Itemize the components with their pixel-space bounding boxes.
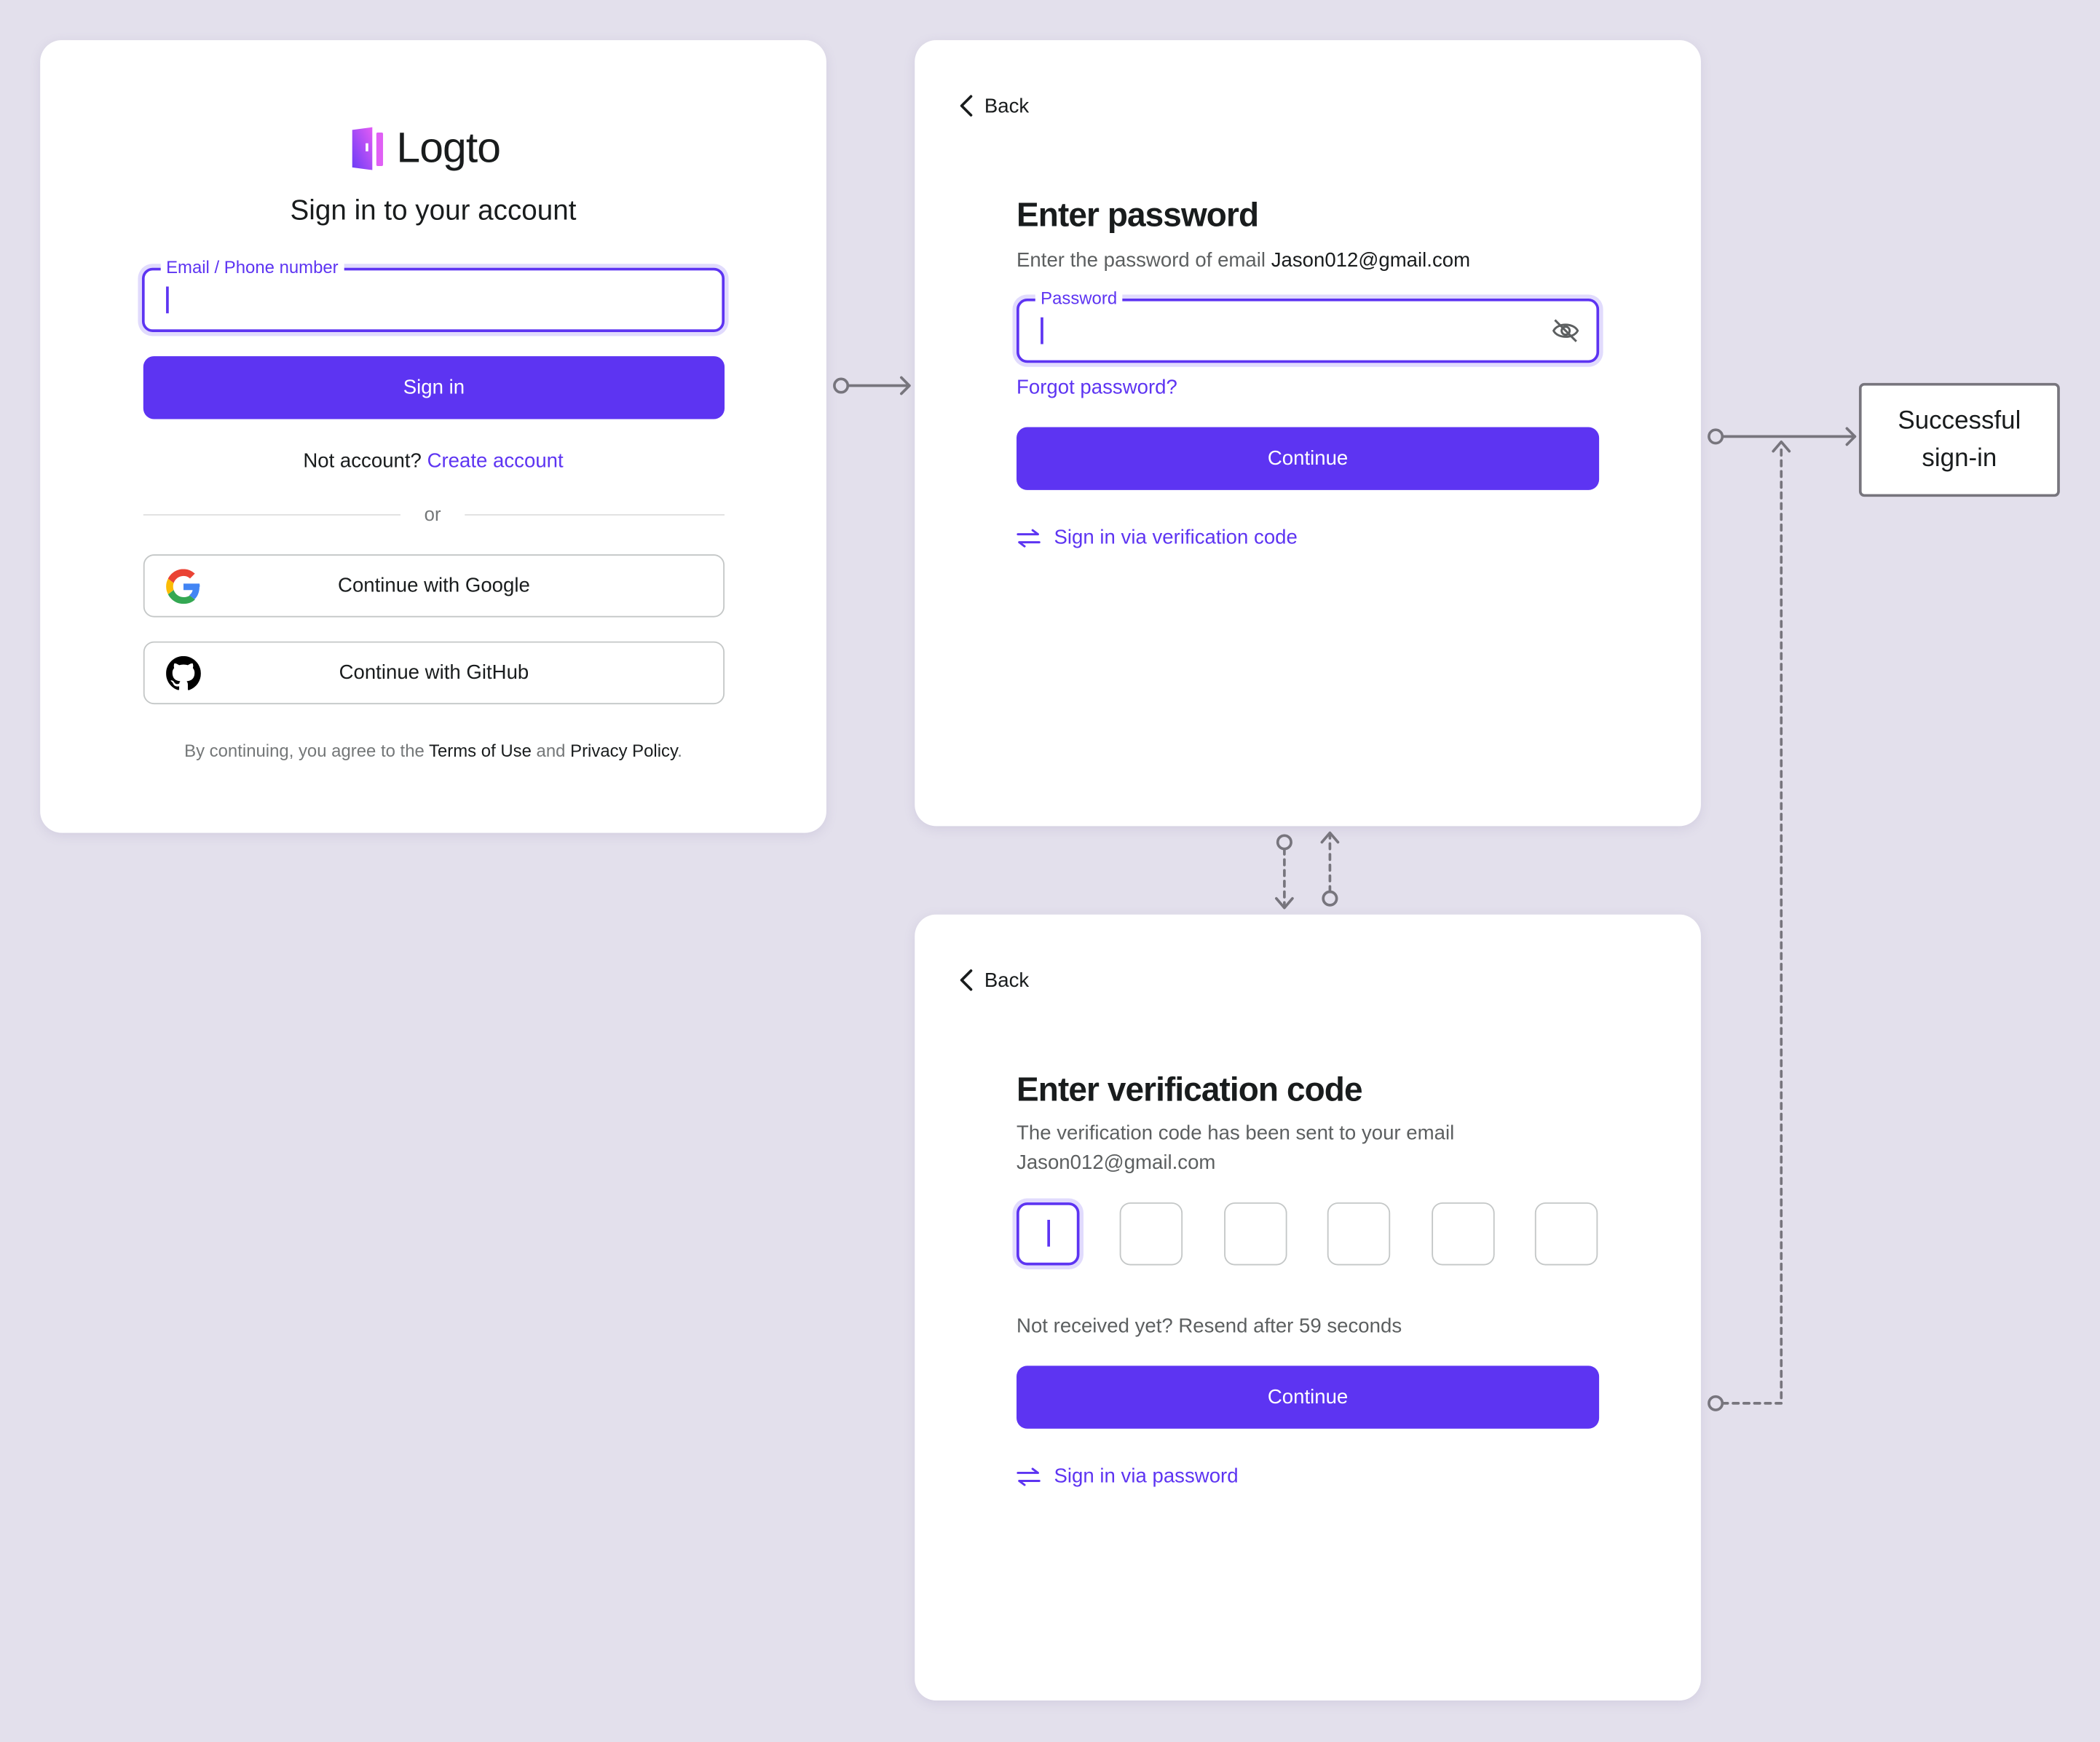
code-digit-input[interactable] <box>1534 1202 1598 1266</box>
privacy-policy-link[interactable]: Privacy Policy <box>570 740 678 761</box>
forgot-password-link[interactable]: Forgot password? <box>1017 376 1177 399</box>
signin-button[interactable]: Sign in <box>143 356 725 419</box>
logo-text: Logto <box>396 123 501 172</box>
google-button-label: Continue with Google <box>338 574 530 598</box>
back-label: Back <box>984 94 1030 117</box>
subtitle-email: Jason012@gmail.com <box>1271 248 1471 272</box>
text-caret <box>1041 317 1043 344</box>
connector-verification-to-success <box>1708 440 1791 1411</box>
success-line1: Successful <box>1898 406 2021 435</box>
chevron-left-icon <box>960 969 973 991</box>
password-card: Back Enter password Enter the password o… <box>915 40 1701 827</box>
code-digit-input[interactable] <box>1327 1202 1391 1266</box>
divider-right <box>465 514 725 516</box>
success-line2: sign-in <box>1922 444 1997 473</box>
code-digit-input[interactable] <box>1224 1202 1287 1266</box>
logto-logo-icon <box>352 126 384 170</box>
page-title: Sign in to your account <box>290 195 577 226</box>
switch-label: Sign in via password <box>1054 1465 1239 1488</box>
identifier-input[interactable]: Email / Phone number <box>141 257 725 332</box>
code-digit-input[interactable] <box>1432 1202 1495 1266</box>
connector-password-to-verification <box>1275 834 1294 910</box>
success-box: Successful sign-in <box>1858 382 2060 497</box>
subtitle-email: Jason012@gmail.com <box>1017 1151 1216 1175</box>
code-digit-input[interactable] <box>1119 1202 1183 1266</box>
terms-prefix: By continuing, you agree to the <box>184 740 425 761</box>
password-label: Password <box>1035 288 1123 308</box>
google-icon <box>166 569 200 604</box>
chevron-left-icon <box>960 95 973 117</box>
switch-to-password-link[interactable]: Sign in via password <box>1017 1465 1239 1488</box>
logo: Logto <box>351 123 501 173</box>
identifier-label: Email / Phone number <box>160 257 344 277</box>
subtitle-line1: The verification code has been sent to y… <box>1017 1122 1455 1146</box>
switch-arrows-icon <box>1017 1467 1041 1486</box>
password-input[interactable]: Password <box>1017 288 1600 363</box>
continue-button[interactable]: Continue <box>1017 427 1600 490</box>
verification-card: Back Enter verification code The verific… <box>915 914 1701 1701</box>
github-button[interactable]: Continue with GitHub <box>143 641 725 705</box>
switch-to-verification-link[interactable]: Sign in via verification code <box>1017 527 1298 549</box>
divider-or: or <box>424 503 441 525</box>
text-caret <box>1047 1219 1050 1247</box>
signin-card: Logto Sign in to your account Email / Ph… <box>40 40 826 833</box>
eye-off-icon[interactable] <box>1551 318 1580 344</box>
terms-of-use-link[interactable]: Terms of Use <box>429 740 532 761</box>
terms-and: and <box>536 740 566 761</box>
switch-arrows-icon <box>1017 528 1041 547</box>
create-account-link[interactable]: Create account <box>427 449 564 473</box>
back-label: Back <box>984 969 1030 992</box>
page-subtitle: The verification code has been sent to y… <box>1017 1119 1454 1178</box>
continue-button[interactable]: Continue <box>1017 1365 1600 1429</box>
google-button[interactable]: Continue with Google <box>143 554 725 618</box>
github-button-label: Continue with GitHub <box>339 661 529 685</box>
back-button[interactable]: Back <box>958 94 1029 118</box>
page-subtitle: Enter the password of email Jason012@gma… <box>1017 246 1470 275</box>
create-account-row: Not account? Create account <box>40 450 826 473</box>
text-caret <box>166 286 168 314</box>
terms-suffix: . <box>677 740 682 761</box>
switch-label: Sign in via verification code <box>1054 526 1298 549</box>
resend-text: Not received yet? Resend after 59 second… <box>1017 1315 1402 1338</box>
terms-text: By continuing, you agree to the Terms of… <box>40 741 826 761</box>
github-icon <box>166 655 201 690</box>
subtitle-text: Enter the password of email <box>1017 248 1266 272</box>
connector-signin-to-password <box>833 376 911 395</box>
back-button[interactable]: Back <box>958 968 1029 992</box>
code-digit-input[interactable] <box>1017 1202 1080 1266</box>
connector-password-to-success <box>1708 427 1857 446</box>
connector-verification-to-password <box>1320 831 1340 907</box>
no-account-text: Not account? <box>303 449 422 473</box>
divider-left <box>143 514 400 516</box>
page-title: Enter password <box>1017 197 1259 234</box>
page-title: Enter verification code <box>1017 1071 1363 1109</box>
